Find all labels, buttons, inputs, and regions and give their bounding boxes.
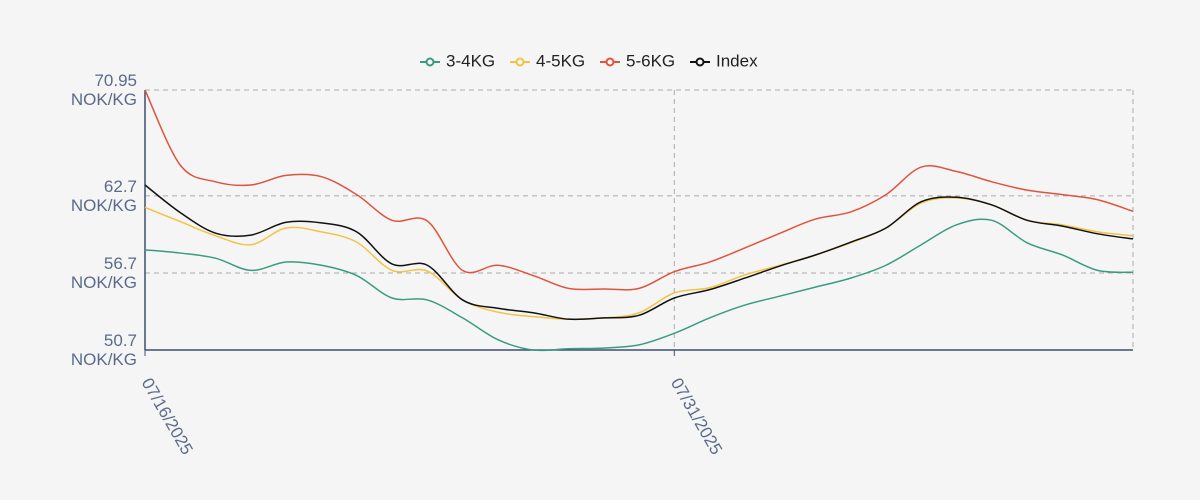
y-tick-label: 70.95 NOK/KG <box>70 71 137 109</box>
x-tick-label: 07/31/2025 <box>667 375 726 458</box>
x-tick-label: 07/16/2025 <box>138 375 197 458</box>
legend-label: 4-5KG <box>536 51 585 70</box>
legend-item: Index <box>690 51 758 70</box>
series-line <box>144 184 1134 321</box>
legend-marker <box>695 57 705 67</box>
legend-marker <box>605 57 615 67</box>
legend-item: 4-5KG <box>510 51 585 70</box>
y-tick-label: 50.7 NOK/KG <box>70 331 137 369</box>
legend-item: 3-4KG <box>420 51 495 70</box>
series-line <box>144 218 1134 352</box>
legend-label: 5-6KG <box>626 51 675 70</box>
y-tick-label: 56.7 NOK/KG <box>70 253 137 292</box>
legend-marker <box>515 57 525 67</box>
legend-label: 3-4KG <box>446 51 495 70</box>
series-line <box>144 197 1134 320</box>
legend-marker <box>425 57 435 67</box>
legend-item: 5-6KG <box>600 51 675 70</box>
y-tick-label: 62.7 NOK/KG <box>70 176 137 215</box>
legend-label: Index <box>716 51 758 70</box>
series-line <box>144 89 1134 291</box>
